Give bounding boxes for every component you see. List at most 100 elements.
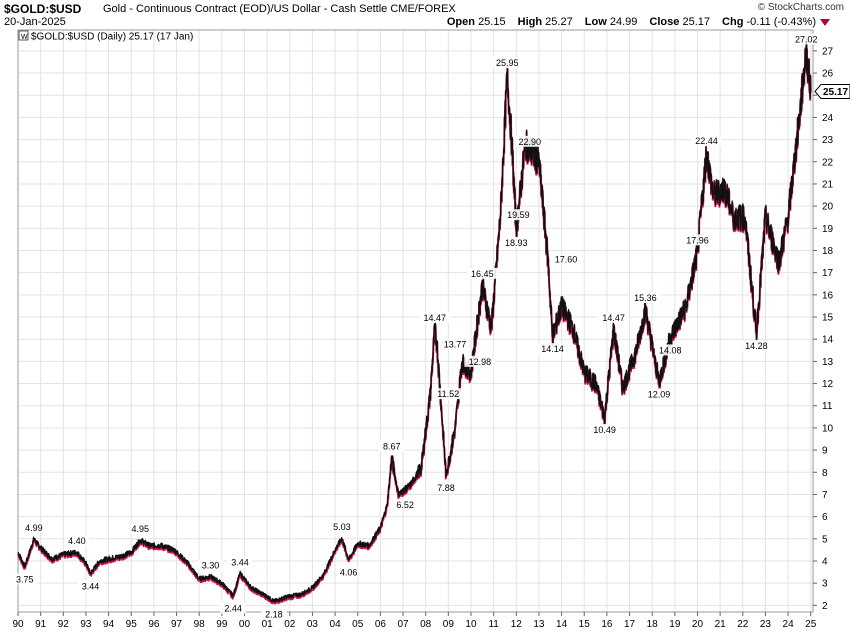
annotation: 7.88 [433, 481, 459, 493]
y-tick-label: 11 [822, 401, 833, 412]
x-tick-label: 08 [420, 619, 432, 630]
annotation-label: 3.30 [202, 561, 220, 571]
annotation-box [378, 440, 405, 452]
y-tick-label: 23 [822, 135, 834, 146]
annotation: 4.99 [21, 522, 47, 534]
x-axis: 90 91 92 93 94 95 96 97 98 99 00 01 02 03 04 05 06 07 08 09… [12, 612, 817, 630]
annotation: 22.44 [691, 135, 723, 147]
x-tick-label: 91 [35, 619, 47, 630]
annotation-box [598, 311, 630, 323]
y-tick-label: 12 [822, 379, 834, 390]
annotation-box [654, 344, 686, 356]
annotation: 12.98 [464, 355, 496, 367]
open-value: 25.15 [478, 16, 506, 28]
close-value: 25.17 [682, 16, 710, 28]
x-tick-label: 03 [307, 619, 319, 630]
annotation: 14.08 [654, 344, 686, 356]
y-tick-label: 22 [822, 157, 834, 168]
brand-credit: © StockCharts.com [757, 2, 844, 13]
ohlc-readout: Open 25.15 High 25.27 Low 24.99 Close 25… [447, 16, 816, 28]
annotation: 4.95 [127, 522, 154, 534]
annotation-label: 8.67 [383, 441, 401, 451]
x-tick-label: 01 [262, 619, 274, 630]
annotation: 2.18 [261, 608, 287, 620]
annotation: 6.52 [392, 499, 418, 511]
annotation-box [64, 535, 90, 547]
x-tick-label: 02 [284, 619, 296, 630]
annotation-box [464, 355, 496, 367]
annotation-label: 5.03 [333, 522, 351, 532]
annotation-label: 12.09 [648, 390, 671, 400]
plot-frame [17, 29, 814, 613]
x-tick-label: 07 [397, 619, 409, 630]
x-tick-label: 25 [805, 619, 817, 630]
y-tick-label: 16 [822, 290, 834, 301]
x-tick-label: 15 [579, 619, 591, 630]
y-tick-label: 6 [822, 512, 828, 523]
x-tick-label: 09 [443, 619, 455, 630]
symbol-description: Gold - Continuous Contract (EOD)/US Doll… [103, 3, 456, 15]
last-value-label: 25.17 [823, 87, 848, 98]
price-line-shadow [17, 37, 812, 605]
y-tick-label: 10 [822, 423, 834, 434]
annotation-box [335, 566, 362, 578]
x-tick-label: 22 [737, 619, 749, 630]
annotation-box [77, 580, 104, 592]
annotation-box [419, 311, 451, 323]
y-tick-label: 2 [822, 601, 828, 612]
chg-value: -0.11 (-0.43%) [746, 16, 817, 28]
low-label: Low [584, 16, 607, 28]
annotation-box [500, 236, 532, 248]
x-tick-label: 95 [126, 619, 138, 630]
annotation-box [21, 522, 47, 534]
annotation: 14.28 [740, 339, 772, 351]
annotation: 17.60 [550, 253, 582, 264]
annotation-label: 2.18 [265, 609, 283, 619]
y-tick-label: 21 [822, 179, 834, 190]
x-tick-label: 06 [375, 619, 387, 630]
legend-text: $GOLD:$USD (Daily) 25.17 (17 Jan) [31, 32, 193, 43]
annotation-box [514, 135, 546, 147]
x-tick-label: 90 [12, 619, 24, 630]
annotation: 14.47 [419, 311, 451, 323]
annotation-box [439, 338, 471, 350]
x-tick-label: 14 [556, 619, 568, 630]
annotation-box [629, 292, 661, 304]
annotation-label: 14.08 [659, 345, 682, 355]
annotation-box [432, 388, 464, 400]
annotation-label: 18.93 [505, 238, 528, 248]
y-tick-label: 9 [822, 446, 828, 457]
annotation: 8.67 [378, 440, 405, 452]
y-tick-label: 3 [822, 579, 828, 590]
y-tick-label: 7 [822, 490, 828, 501]
annotation-label: 3.75 [16, 575, 34, 585]
description-text: Gold - Continuous Contract (EOD)/US Doll… [103, 3, 388, 15]
open-label: Open [446, 16, 475, 28]
annotation: 3.44 [227, 556, 253, 568]
high-label: High [517, 16, 543, 28]
x-tick-label: 20 [692, 619, 704, 630]
x-tick-label: 10 [465, 619, 477, 630]
y-tick-label: 20 [822, 202, 834, 213]
close-label: Close [649, 16, 680, 28]
annotation-label: 7.88 [437, 483, 455, 493]
annotation-box [740, 339, 772, 351]
annotation-label: 14.47 [423, 313, 446, 323]
annotation-label: 22.44 [695, 136, 718, 146]
annotation-label: 14.28 [745, 341, 768, 351]
annotation: 11.52 [432, 388, 464, 400]
annotation: 3.44 [77, 580, 104, 592]
high-value: 25.27 [545, 16, 573, 28]
y-tick-label: 15 [822, 313, 834, 324]
annotation-label: 4.40 [68, 536, 86, 546]
legend: W $GOLD:$USD (Daily) 25.17 (17 Jan) [18, 30, 193, 43]
annotation-box [197, 559, 224, 571]
y-tick-label: 19 [822, 224, 834, 235]
price-annotations: 4.99 3.75 4.40 3.44 4.95 3.30 3.44 2.44 2.18 5.03… [11, 33, 822, 620]
symbol-title: $GOLD:$USD [4, 2, 82, 16]
annotation-box [220, 602, 246, 614]
x-tick-label: 96 [148, 619, 160, 630]
annotation-label: 17.96 [686, 235, 709, 245]
annotation-label: 14.47 [602, 313, 625, 323]
